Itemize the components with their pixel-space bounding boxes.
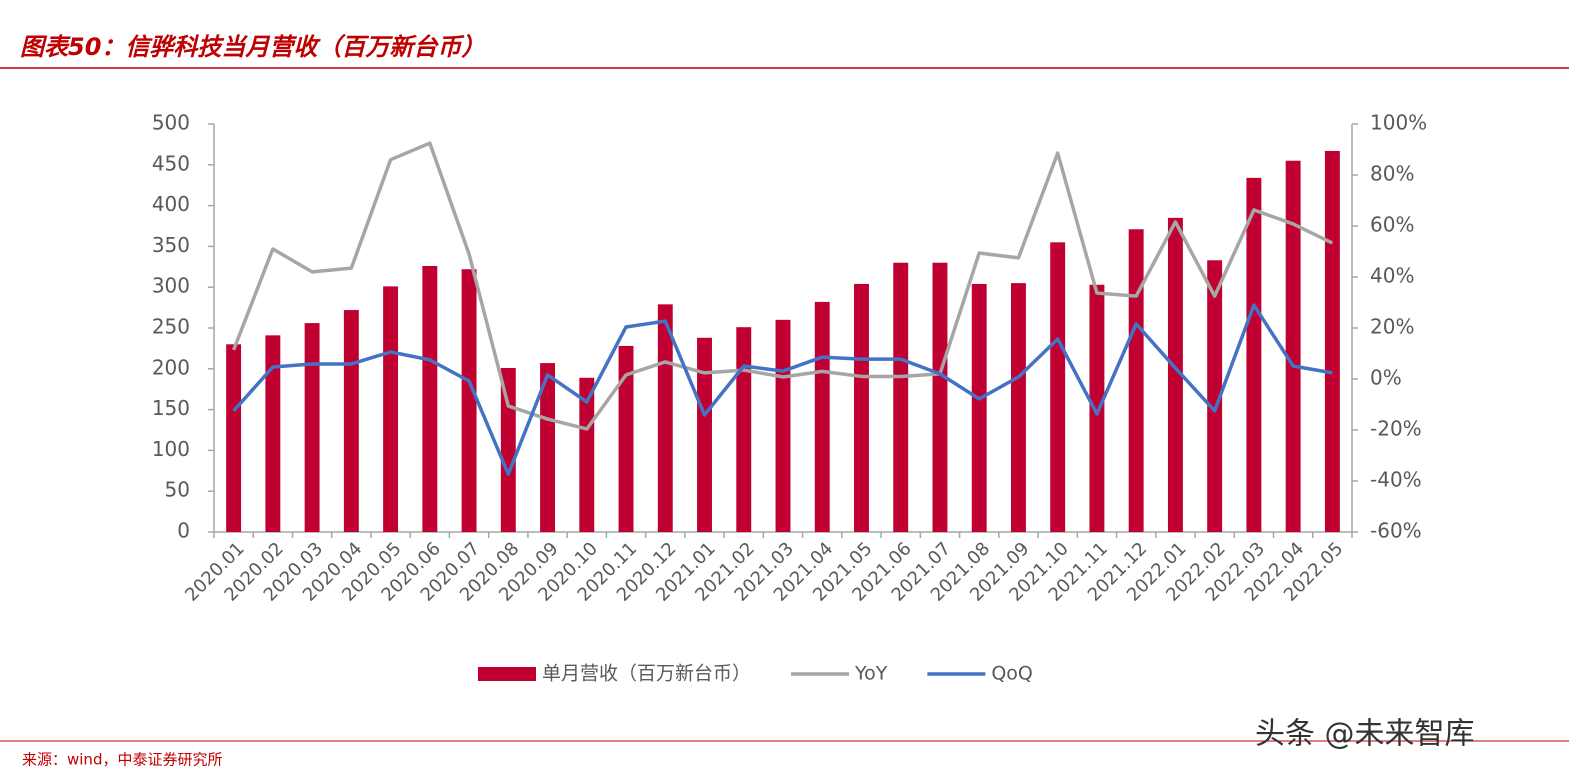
y2-tick-label: -60%	[1370, 519, 1422, 543]
bar	[304, 323, 320, 532]
y2-tick-label: 60%	[1370, 213, 1414, 237]
source: 来源：wind，中泰证券研究所	[22, 751, 222, 769]
bar	[461, 269, 477, 532]
legend-swatch	[478, 667, 536, 681]
bar	[540, 363, 556, 532]
bar	[1246, 177, 1262, 532]
bar	[226, 344, 242, 532]
y2-tick-label: 80%	[1370, 162, 1414, 186]
y2-tick-label: 40%	[1370, 264, 1414, 288]
bar	[579, 377, 595, 532]
y-tick-label: 500	[152, 111, 190, 135]
watermark: 头条 @未来智库	[1255, 717, 1475, 752]
bar	[697, 337, 712, 532]
bar	[893, 262, 909, 532]
y2-tick-label: 0%	[1370, 366, 1402, 390]
y-tick-label: 250	[152, 315, 190, 339]
bar	[1207, 260, 1223, 532]
bar	[932, 262, 948, 532]
bar	[618, 345, 634, 532]
y-tick-label: 200	[152, 355, 190, 379]
legend-label: 单月营收（百万新台币）	[542, 663, 751, 685]
bar	[814, 301, 830, 532]
bar	[1089, 284, 1105, 532]
legend-label: QoQ	[991, 663, 1033, 685]
bar	[854, 283, 869, 532]
bar	[383, 286, 399, 532]
bar	[265, 335, 281, 532]
bar	[971, 283, 987, 532]
bar	[1010, 283, 1026, 532]
y-tick-label: 350	[152, 233, 190, 257]
bar	[1167, 217, 1183, 532]
y2-tick-label: -20%	[1370, 417, 1422, 441]
line-series	[231, 141, 1334, 431]
bar	[1128, 229, 1144, 532]
bar	[343, 310, 359, 532]
bar	[1050, 242, 1066, 532]
y-tick-label: 50	[165, 478, 190, 502]
y-tick-label: 0	[177, 519, 190, 543]
bar	[736, 327, 752, 532]
y-tick-label: 400	[152, 192, 190, 216]
legend-label: YoY	[854, 663, 888, 685]
bar	[1324, 150, 1340, 533]
bar	[422, 265, 438, 532]
chart-title: 图表50：信骅科技当月营收（百万新台币）	[20, 33, 485, 61]
bar	[1285, 160, 1301, 532]
bar	[775, 319, 791, 532]
y-tick-label: 450	[152, 151, 190, 175]
y2-tick-label: -40%	[1370, 468, 1422, 492]
y-tick-label: 300	[152, 274, 190, 298]
y2-tick-label: 20%	[1370, 315, 1414, 339]
line-series	[232, 303, 1333, 476]
y2-tick-label: 100%	[1370, 111, 1427, 135]
bar	[657, 304, 673, 532]
y-tick-label: 150	[152, 396, 190, 420]
y-tick-label: 100	[152, 437, 190, 461]
